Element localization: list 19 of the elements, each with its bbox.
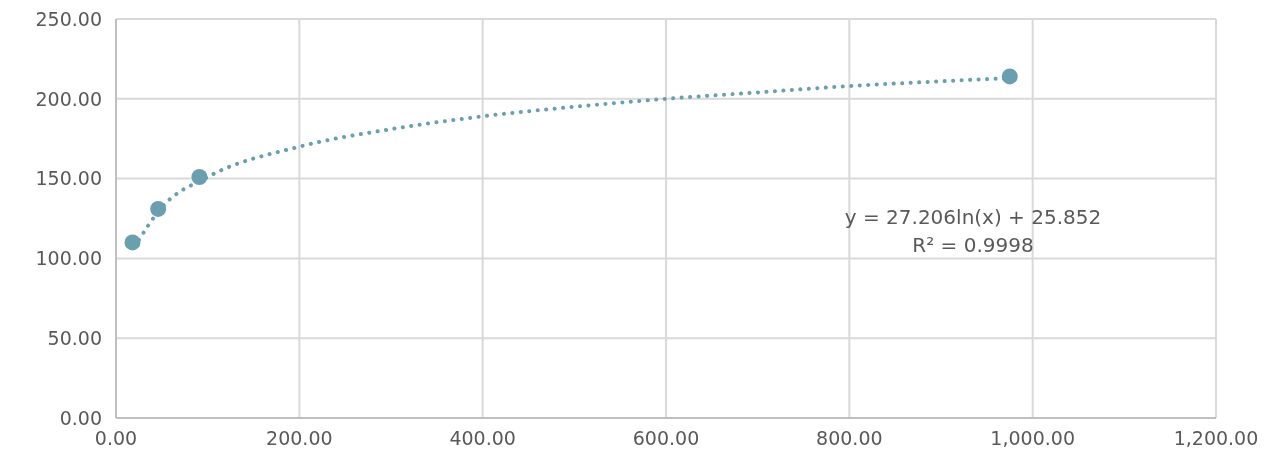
annotation: y = 27.206ln(x) + 25.852 bbox=[843, 204, 1103, 231]
x-tick-label: 600.00 bbox=[632, 427, 700, 450]
y-tick-label: 250.00 bbox=[35, 7, 102, 30]
point bbox=[150, 200, 167, 217]
x-tick-label: 1,200.00 bbox=[1173, 427, 1259, 450]
y-tick-label: 0.00 bbox=[59, 406, 102, 429]
annotation: R² = 0.9998 bbox=[911, 232, 1035, 259]
y-tick-label: 100.00 bbox=[35, 247, 102, 270]
y-tick-label: 150.00 bbox=[35, 167, 102, 190]
point bbox=[191, 169, 208, 185]
x-tick-label: 400.00 bbox=[449, 427, 516, 450]
y-tick-label: 200.00 bbox=[35, 87, 102, 110]
x-tick-label: 1,000.00 bbox=[990, 427, 1075, 450]
point bbox=[1001, 68, 1018, 85]
point bbox=[124, 234, 141, 251]
x-tick-label: 200.00 bbox=[266, 427, 333, 450]
x-tick-label: 0.00 bbox=[94, 427, 138, 450]
x-tick-label: 800.00 bbox=[816, 427, 883, 450]
y-tick-label: 50.00 bbox=[47, 326, 102, 349]
